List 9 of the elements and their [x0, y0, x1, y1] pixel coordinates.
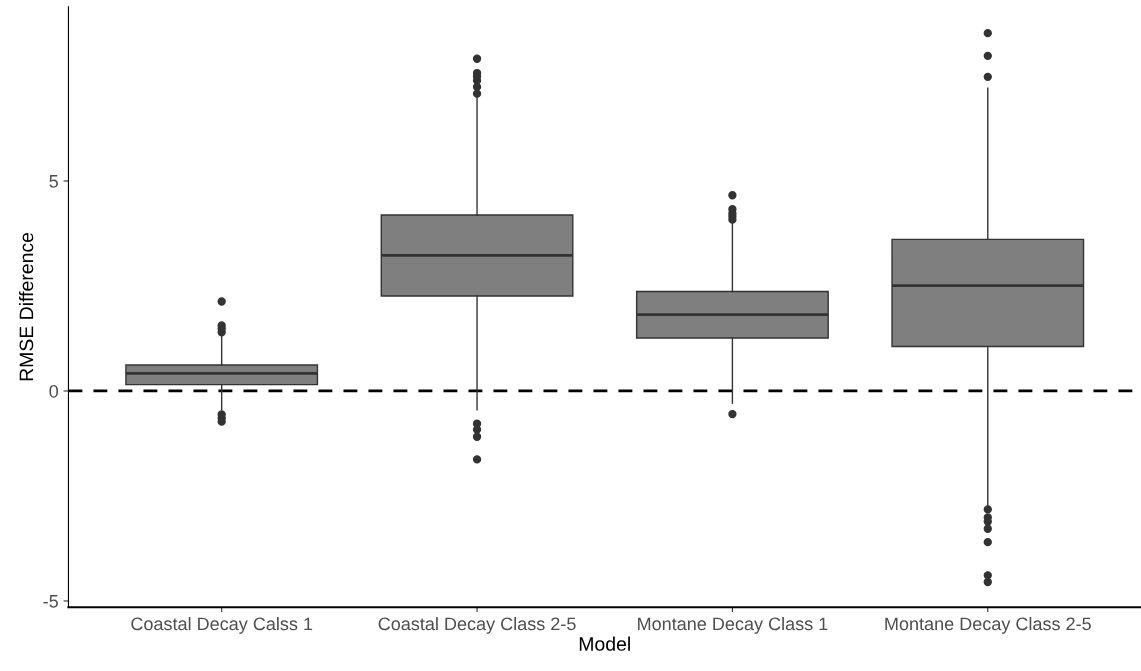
- x-tick-label: Coastal Decay Calss 1: [131, 616, 313, 634]
- x-tick-label: Coastal Decay Class 2-5: [378, 616, 576, 634]
- y-tick-label: 0: [49, 384, 59, 398]
- x-tick-label: Montane Decay Class 2-5: [885, 616, 1091, 634]
- x-tick-label: Montane Decay Class 1: [638, 616, 828, 634]
- y-tick-label: -5: [43, 595, 58, 608]
- y-tick-label: 5: [49, 175, 58, 188]
- x-axis-title: Model: [579, 636, 630, 651]
- y-axis-title: RMSE Difference: [19, 232, 34, 381]
